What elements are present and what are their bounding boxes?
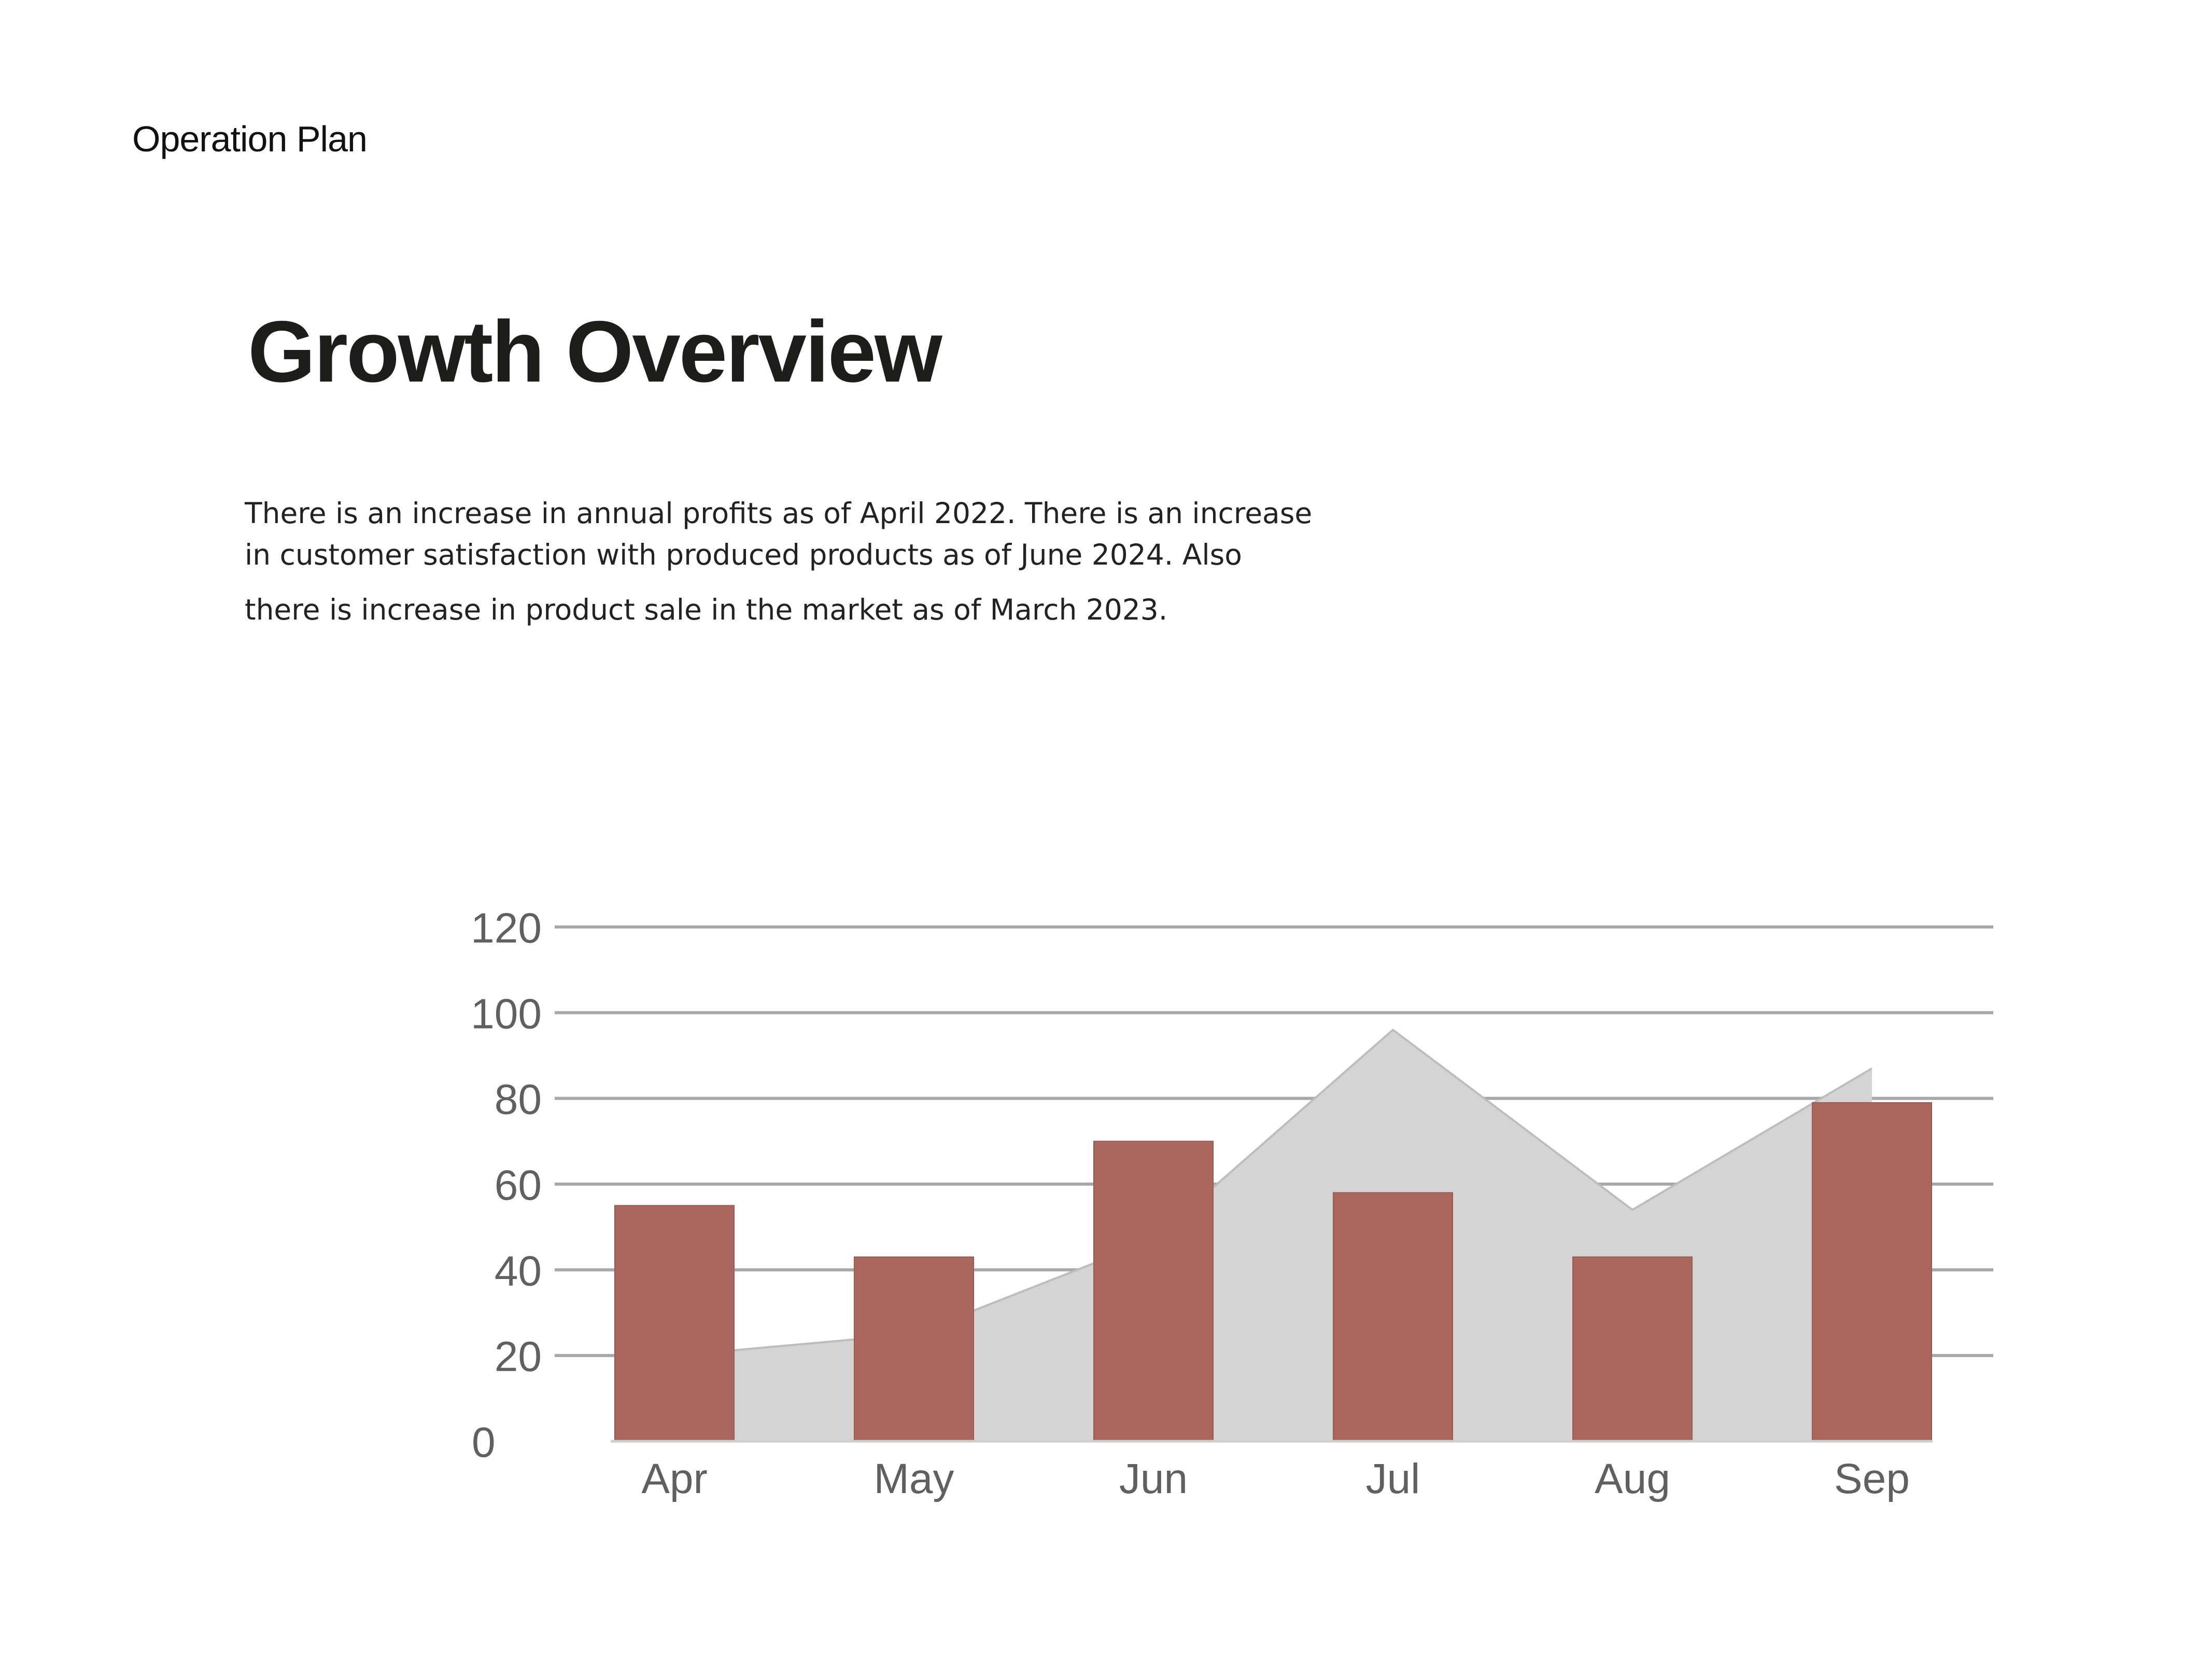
bar-jul xyxy=(1333,1192,1453,1442)
bar-may xyxy=(854,1256,974,1442)
y-tick-label: 20 xyxy=(495,1333,542,1381)
x-tick-label: Apr xyxy=(641,1455,708,1502)
description-line: there is increase in product sale in the… xyxy=(245,593,1168,626)
x-tick-label: Sep xyxy=(1834,1455,1910,1502)
y-tick-label: 120 xyxy=(471,905,542,952)
description-text: There is an increase in annual profits a… xyxy=(245,493,1359,630)
bar-sep xyxy=(1812,1102,1932,1442)
y-tick-label: 0 xyxy=(472,1419,496,1466)
description-line: in customer satisfaction with produced p… xyxy=(245,538,1242,571)
bar-jun xyxy=(1093,1141,1214,1442)
x-tick-label: Jun xyxy=(1119,1455,1188,1502)
bar-aug xyxy=(1572,1256,1693,1442)
y-tick-label: 60 xyxy=(495,1162,542,1209)
y-tick-label: 40 xyxy=(495,1247,542,1295)
bar-series xyxy=(614,1102,1932,1442)
y-tick-label: 100 xyxy=(471,990,542,1037)
page-title: Growth Overview xyxy=(248,303,942,400)
x-tick-label: Aug xyxy=(1595,1455,1670,1502)
tick-labels: 0 20 40 60 80 100 120 Apr May Jun Jul Aug Sep xyxy=(471,905,1910,1502)
x-tick-label: May xyxy=(874,1455,954,1502)
bar-apr xyxy=(614,1205,735,1442)
y-tick-label: 80 xyxy=(495,1076,542,1123)
x-tick-label: Jul xyxy=(1366,1455,1420,1502)
header-label: Operation Plan xyxy=(132,119,368,159)
description-line: There is an increase in annual profits a… xyxy=(245,497,1313,530)
